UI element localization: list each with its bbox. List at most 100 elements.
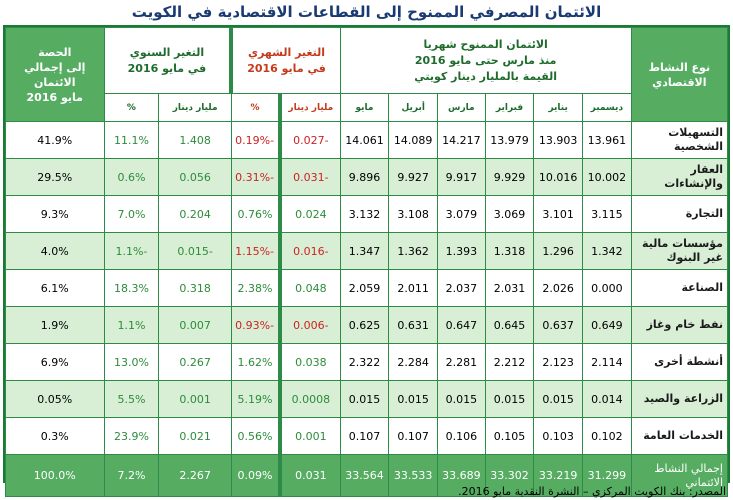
- monthly-change-pct: -0.19%: [230, 121, 281, 159]
- annual-change-pct: 5.5%: [103, 380, 160, 418]
- row-label: التسهيلات الشخصية: [630, 121, 729, 159]
- credit-value: 2.026: [533, 269, 583, 307]
- credit-value: 0.647: [437, 306, 486, 344]
- annual-change-value: 0.001: [158, 380, 232, 418]
- page-title: الائتمان المصرفي الممنوح إلى القطاعات ال…: [131, 3, 602, 21]
- row-label: الصناعة: [630, 269, 729, 307]
- credit-value: 2.322: [339, 343, 390, 381]
- credit-value: 3.108: [388, 195, 439, 233]
- credit-value: 0.000: [582, 269, 632, 307]
- credit-value: 1.362: [388, 232, 439, 270]
- total-label: إجمالي النشاط الائتماني: [630, 454, 729, 497]
- month-header: يناير: [533, 93, 583, 122]
- monthly-pct-header: %: [230, 93, 281, 122]
- table-row: التجارة 3.115 3.101 3.069 3.079 3.108 3.132 0.0…: [5, 195, 729, 233]
- monthly-change-value: -0.031: [278, 158, 341, 196]
- total-value: 31.299: [582, 454, 632, 497]
- credit-value: 14.061: [339, 121, 390, 159]
- credit-value: 13.961: [582, 121, 632, 159]
- share-value: 29.5%: [5, 158, 105, 196]
- credit-value: 1.342: [582, 232, 632, 270]
- monthly-change-pct: -0.31%: [230, 158, 281, 196]
- monthly-change-pct: 1.62%: [230, 343, 281, 381]
- header-annual-change: التغير السنوي في مايو 2016: [103, 27, 232, 94]
- month-header: مايو: [339, 93, 390, 122]
- credit-value: 0.102: [582, 417, 632, 455]
- credit-value: 13.979: [484, 121, 535, 159]
- credit-value: 0.014: [582, 380, 632, 418]
- credit-value: 0.637: [533, 306, 583, 344]
- credit-value: 2.059: [339, 269, 390, 307]
- header-monthly-change: التغير الشهري في مايو 2016: [229, 27, 341, 94]
- monthly-change-pct: -0.93%: [230, 306, 281, 344]
- monthly-change-value: 0.024: [278, 195, 341, 233]
- annual-change-value: 0.267: [158, 343, 232, 381]
- annual-change-pct: 13.0%: [103, 343, 160, 381]
- credit-value: 0.625: [339, 306, 390, 344]
- month-header: ديسمبر: [582, 93, 632, 122]
- annual-change-pct: 11.1%: [103, 121, 160, 159]
- monthly-change-value: 0.0008: [278, 380, 341, 418]
- monthly-change-value: -0.027: [278, 121, 341, 159]
- monthly-change-value: -0.006: [278, 306, 341, 344]
- total-value: 33.533: [388, 454, 439, 497]
- credit-value: 3.132: [339, 195, 390, 233]
- credit-value: 3.079: [437, 195, 486, 233]
- credit-value: 2.284: [388, 343, 439, 381]
- header-share: الحصة إلى إجمالي الائتمان مايو 2016: [5, 27, 105, 122]
- monthly-change-pct: 2.38%: [230, 269, 281, 307]
- credit-value: 3.069: [484, 195, 535, 233]
- month-header: أبريل: [388, 93, 439, 122]
- row-label: العقار والإنشاءات: [630, 158, 729, 196]
- source-note: المصدر: بنك الكويت المركزي – النشرة النق…: [458, 485, 726, 498]
- credit-value: 0.015: [388, 380, 439, 418]
- credit-value: 1.296: [533, 232, 583, 270]
- annual-change-value: 0.021: [158, 417, 232, 455]
- share-value: 6.9%: [5, 343, 105, 381]
- credit-value: 2.123: [533, 343, 583, 381]
- credit-value: 0.631: [388, 306, 439, 344]
- total-share: 100.0%: [5, 454, 105, 497]
- credit-value: 0.645: [484, 306, 535, 344]
- total-monthly-value: 0.031: [278, 454, 341, 497]
- credit-value: 2.031: [484, 269, 535, 307]
- credit-value: 0.649: [582, 306, 632, 344]
- total-value: 33.564: [339, 454, 390, 497]
- table-row: الصناعة 0.000 2.026 2.031 2.037 2.011 2.059 0.0…: [5, 269, 729, 307]
- monthly-change-pct: 0.56%: [230, 417, 281, 455]
- row-label: الخدمات العامة: [630, 417, 729, 455]
- credit-value: 3.101: [533, 195, 583, 233]
- total-row: إجمالي النشاط الائتماني 31.299 33.219 33…: [5, 454, 729, 497]
- table-row: الزراعة والصيد 0.014 0.015 0.015 0.015 0.015 0…: [5, 380, 729, 418]
- credit-value: 0.107: [339, 417, 390, 455]
- credit-value: 0.015: [437, 380, 486, 418]
- monthly-change-pct: -1.15%: [230, 232, 281, 270]
- credit-value: 3.115: [582, 195, 632, 233]
- monthly-change-value: 0.048: [278, 269, 341, 307]
- credit-value: 2.037: [437, 269, 486, 307]
- share-value: 41.9%: [5, 121, 105, 159]
- credit-value: 10.016: [533, 158, 583, 196]
- row-label: الزراعة والصيد: [630, 380, 729, 418]
- share-value: 0.05%: [5, 380, 105, 418]
- monthly-change-pct: 5.19%: [230, 380, 281, 418]
- month-header: مارس: [437, 93, 486, 122]
- credit-value: 2.011: [388, 269, 439, 307]
- credit-value: 10.002: [582, 158, 632, 196]
- annual-change-pct: 0.6%: [103, 158, 160, 196]
- row-label: أنشطة أخرى: [630, 343, 729, 381]
- row-label: مؤسسات مالية غير البنوك: [630, 232, 729, 270]
- table-row: نفط خام وغاز 0.649 0.637 0.645 0.647 0.631 0.6…: [5, 306, 729, 344]
- annual-change-pct: 18.3%: [103, 269, 160, 307]
- table-row: مؤسسات مالية غير البنوك 1.342 1.296 1.318 1.…: [5, 232, 729, 270]
- credit-value: 1.318: [484, 232, 535, 270]
- credit-value: 0.015: [533, 380, 583, 418]
- row-label: التجارة: [630, 195, 729, 233]
- total-annual-pct: 7.2%: [103, 454, 160, 497]
- credit-value: 13.903: [533, 121, 583, 159]
- share-value: 0.3%: [5, 417, 105, 455]
- annual-change-pct: -1.1%: [103, 232, 160, 270]
- annual-change-value: 0.056: [158, 158, 232, 196]
- annual-change-pct: 7.0%: [103, 195, 160, 233]
- credit-value: 9.896: [339, 158, 390, 196]
